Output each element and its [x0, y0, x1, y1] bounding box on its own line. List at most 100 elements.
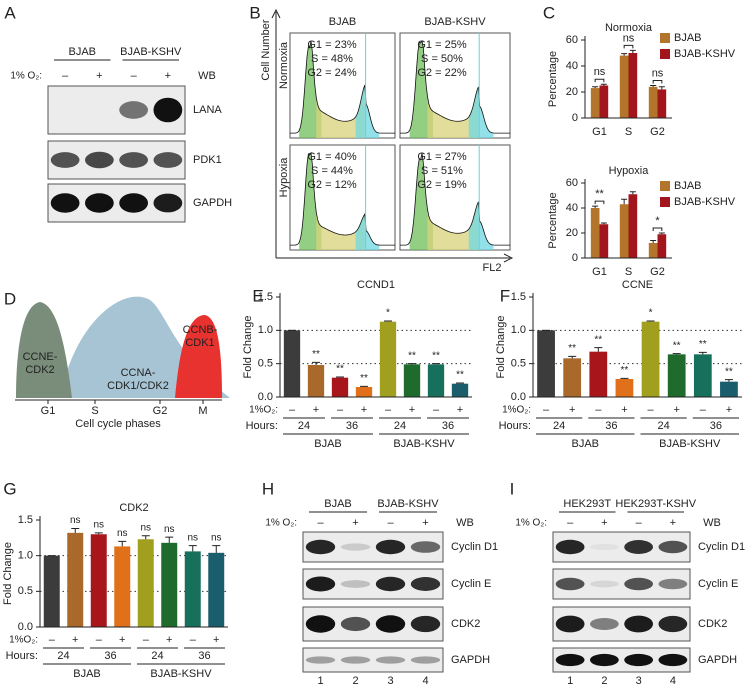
phase-label: G1 — [41, 405, 56, 417]
x-tick-label: – — [385, 404, 392, 416]
error-bar — [620, 377, 629, 379]
complex-label: CCNA- — [121, 367, 156, 379]
blot-band — [589, 618, 619, 630]
phase-percentage: S = 51% — [421, 165, 463, 177]
significance-label: ** — [312, 349, 320, 360]
hours-label: 24 — [151, 650, 163, 662]
y-tick-label: 0.5 — [18, 585, 33, 597]
significance-label: ** — [673, 340, 681, 351]
complex-label: CDK2 — [25, 364, 54, 376]
blot-band — [84, 193, 114, 213]
histogram-line — [289, 151, 395, 246]
legend-swatch — [660, 197, 670, 207]
blot-label: Cyclin E — [698, 578, 738, 590]
blot-band — [624, 540, 654, 554]
hours-label: 24 — [298, 420, 310, 432]
y-axis-title: Percentage — [547, 51, 559, 107]
lane-sign: + — [165, 70, 171, 82]
group-label: BJAB — [324, 498, 352, 510]
y-tick-label: 1.5 — [258, 291, 273, 303]
significance-label: ns — [117, 528, 128, 539]
bar — [161, 542, 178, 627]
phase-label: M — [198, 405, 207, 417]
blot-band — [340, 616, 371, 632]
x-tick-label: + — [361, 404, 367, 416]
bar — [590, 208, 600, 258]
method-label: WB — [703, 517, 721, 529]
bar — [283, 330, 301, 397]
error-bar — [456, 382, 464, 384]
y-tick-label: 20 — [566, 86, 578, 98]
x-tick-label: + — [726, 404, 732, 416]
blot-band — [589, 580, 619, 588]
bar — [720, 381, 738, 397]
error-bar — [360, 385, 368, 387]
x-tick-label: – — [595, 404, 602, 416]
group-label: BJAB — [314, 438, 342, 450]
y-tick-label: 0.5 — [511, 358, 526, 370]
x-tick-label: S — [625, 126, 632, 138]
error-bar — [568, 355, 577, 359]
chart-title: CDK2 — [119, 502, 148, 514]
panel-label: A — [4, 3, 16, 22]
hours-label: 24 — [394, 420, 406, 432]
bar — [615, 379, 634, 397]
panel-label: D — [4, 289, 16, 308]
lane-sign: – — [317, 517, 324, 529]
blot-band — [119, 152, 149, 168]
error-bar — [646, 320, 655, 322]
group-label: HEK293T-KSHV — [615, 498, 696, 510]
bar — [590, 88, 600, 118]
significance-label: ** — [456, 370, 464, 381]
blot-band — [658, 653, 688, 667]
hours-label: 36 — [605, 420, 617, 432]
error-bar — [165, 536, 174, 543]
histogram-region — [427, 86, 479, 138]
error-bar — [698, 351, 707, 355]
legend-swatch — [660, 33, 670, 43]
error-bar — [672, 353, 681, 355]
significance-label: ns — [164, 524, 175, 535]
error-bar — [600, 83, 607, 86]
lane-sign: + — [601, 517, 607, 529]
lane-number: 4 — [422, 675, 428, 687]
blot-panel — [302, 647, 444, 673]
column-label: BJAB-KSHV — [424, 16, 486, 28]
error-bar — [629, 49, 636, 53]
blot-band — [50, 193, 80, 213]
error-bar — [592, 86, 599, 89]
histogram-region — [299, 41, 322, 138]
legend-label: BJAB — [674, 32, 702, 44]
legend-label: BJAB — [674, 180, 702, 192]
bar — [657, 234, 667, 258]
significance-bracket — [623, 44, 634, 49]
significance-label: ** — [699, 339, 707, 350]
significance-label: ns — [70, 515, 81, 526]
y-tick-label: 40 — [566, 60, 578, 72]
blot-band — [153, 97, 183, 123]
group-label: BJAB — [571, 438, 599, 450]
x-tick-label: – — [543, 404, 550, 416]
blot-band — [340, 580, 371, 588]
cyclin-curve — [175, 315, 222, 398]
chart-title: CCNE — [622, 279, 653, 291]
y-axis-title: Fold Change — [242, 316, 254, 379]
condition-label: 1% O₂: — [515, 518, 547, 529]
bar — [451, 383, 469, 397]
blot-label: CDK2 — [698, 618, 727, 630]
hours-label: 24 — [658, 420, 670, 432]
x-tick-label: – — [96, 634, 103, 646]
blot-band — [375, 576, 406, 592]
bar — [379, 321, 397, 397]
lane-sign: + — [352, 517, 358, 529]
phase-percentage: G2 = 24% — [307, 67, 356, 79]
blot-band — [589, 653, 619, 667]
blot-band — [624, 653, 654, 667]
bar — [537, 330, 555, 397]
error-bar — [594, 347, 603, 352]
legend-swatch — [660, 181, 670, 191]
histogram-region — [409, 153, 433, 250]
significance-label: ** — [432, 350, 440, 361]
x-tick-label: + — [457, 404, 463, 416]
axis-title: Cell cycle phases — [75, 418, 161, 430]
